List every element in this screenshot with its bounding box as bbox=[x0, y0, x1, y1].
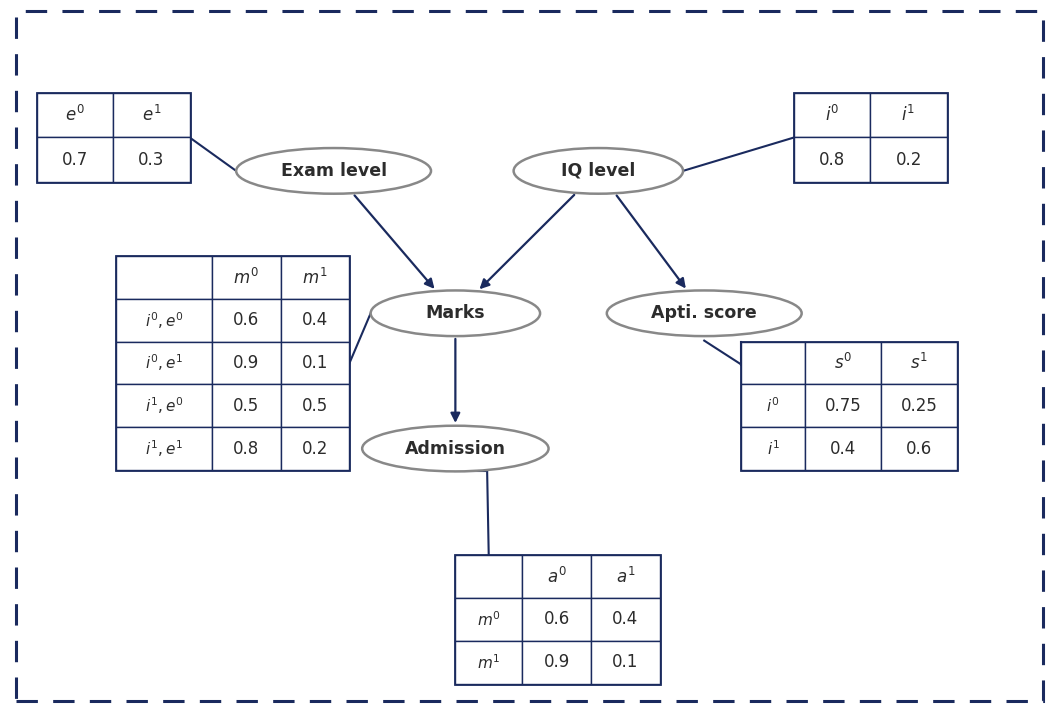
Text: Exam level: Exam level bbox=[281, 162, 387, 180]
Ellipse shape bbox=[371, 290, 540, 336]
Text: 0.2: 0.2 bbox=[896, 151, 921, 169]
Bar bbox=[455, 641, 522, 684]
Bar bbox=[522, 555, 591, 598]
Bar bbox=[281, 384, 349, 427]
Text: $m^0$: $m^0$ bbox=[477, 610, 501, 629]
Text: $i^1$: $i^1$ bbox=[767, 439, 779, 458]
Bar bbox=[794, 93, 947, 182]
Text: 0.4: 0.4 bbox=[830, 439, 856, 458]
Bar bbox=[212, 384, 281, 427]
Text: $i^0$: $i^0$ bbox=[825, 105, 840, 125]
Bar bbox=[455, 598, 522, 641]
Bar bbox=[881, 427, 957, 470]
Ellipse shape bbox=[514, 148, 683, 194]
Text: 0.1: 0.1 bbox=[612, 653, 639, 671]
Bar bbox=[116, 299, 212, 342]
Text: 0.9: 0.9 bbox=[543, 653, 570, 671]
Text: Marks: Marks bbox=[426, 304, 485, 323]
Text: Apti. score: Apti. score bbox=[651, 304, 757, 323]
Text: 0.3: 0.3 bbox=[139, 151, 164, 169]
Text: $s^0$: $s^0$ bbox=[833, 353, 852, 373]
Text: $e^0$: $e^0$ bbox=[66, 105, 85, 125]
Bar bbox=[870, 137, 947, 182]
Bar bbox=[212, 256, 281, 299]
Text: 0.6: 0.6 bbox=[233, 311, 259, 330]
Bar bbox=[794, 137, 870, 182]
Text: $a^0$: $a^0$ bbox=[546, 567, 567, 587]
Text: 0.75: 0.75 bbox=[825, 397, 861, 415]
Bar bbox=[522, 598, 591, 641]
Text: Admission: Admission bbox=[405, 439, 506, 458]
Text: 0.25: 0.25 bbox=[901, 397, 937, 415]
Text: $i^1$: $i^1$ bbox=[901, 105, 916, 125]
Text: 0.7: 0.7 bbox=[62, 151, 88, 169]
Text: 0.4: 0.4 bbox=[612, 610, 639, 629]
Bar bbox=[455, 555, 522, 598]
Bar bbox=[281, 427, 349, 470]
Bar bbox=[212, 427, 281, 470]
Bar bbox=[522, 641, 591, 684]
Bar bbox=[741, 384, 805, 427]
Text: 0.4: 0.4 bbox=[302, 311, 328, 330]
Text: 0.2: 0.2 bbox=[302, 439, 328, 458]
Ellipse shape bbox=[362, 426, 549, 471]
Bar bbox=[455, 555, 660, 684]
Bar bbox=[116, 384, 212, 427]
Text: $m^0$: $m^0$ bbox=[233, 268, 259, 288]
Bar bbox=[805, 427, 881, 470]
Text: $i^1, e^0$: $i^1, e^0$ bbox=[145, 395, 183, 417]
Bar bbox=[591, 598, 660, 641]
Text: $i^1, e^1$: $i^1, e^1$ bbox=[145, 438, 183, 459]
Bar bbox=[881, 342, 957, 384]
Bar bbox=[281, 256, 349, 299]
Bar bbox=[116, 427, 212, 470]
Bar bbox=[113, 137, 190, 182]
Ellipse shape bbox=[607, 290, 802, 336]
Bar bbox=[116, 342, 212, 384]
Bar bbox=[741, 342, 805, 384]
Bar bbox=[113, 93, 190, 137]
Bar bbox=[212, 299, 281, 342]
Text: $m^1$: $m^1$ bbox=[303, 268, 327, 288]
Bar bbox=[37, 93, 113, 137]
Text: $i^0, e^0$: $i^0, e^0$ bbox=[145, 310, 183, 331]
Bar bbox=[281, 342, 349, 384]
Text: 0.8: 0.8 bbox=[820, 151, 845, 169]
Text: $e^1$: $e^1$ bbox=[142, 105, 161, 125]
Text: $s^1$: $s^1$ bbox=[911, 353, 928, 373]
Bar bbox=[794, 93, 870, 137]
Bar bbox=[741, 342, 957, 470]
Bar bbox=[741, 427, 805, 470]
Text: 0.6: 0.6 bbox=[543, 610, 570, 629]
Bar bbox=[116, 256, 212, 299]
Bar bbox=[37, 137, 113, 182]
Text: $i^0, e^1$: $i^0, e^1$ bbox=[145, 352, 183, 374]
Bar bbox=[281, 299, 349, 342]
Text: 0.8: 0.8 bbox=[233, 439, 259, 458]
Text: $m^1$: $m^1$ bbox=[477, 653, 501, 671]
Text: $a^1$: $a^1$ bbox=[615, 567, 635, 587]
Bar bbox=[591, 641, 660, 684]
Bar bbox=[116, 256, 349, 470]
Bar bbox=[805, 342, 881, 384]
Text: 0.6: 0.6 bbox=[907, 439, 932, 458]
Text: 0.5: 0.5 bbox=[302, 397, 328, 415]
Text: 0.9: 0.9 bbox=[233, 354, 259, 372]
Text: $i^0$: $i^0$ bbox=[767, 397, 779, 415]
Bar bbox=[870, 93, 947, 137]
Bar bbox=[212, 342, 281, 384]
Ellipse shape bbox=[236, 148, 431, 194]
Text: 0.5: 0.5 bbox=[233, 397, 259, 415]
Bar bbox=[805, 384, 881, 427]
Bar bbox=[591, 555, 660, 598]
Bar bbox=[881, 384, 957, 427]
Text: IQ level: IQ level bbox=[561, 162, 635, 180]
Text: 0.1: 0.1 bbox=[302, 354, 328, 372]
Bar bbox=[37, 93, 190, 182]
